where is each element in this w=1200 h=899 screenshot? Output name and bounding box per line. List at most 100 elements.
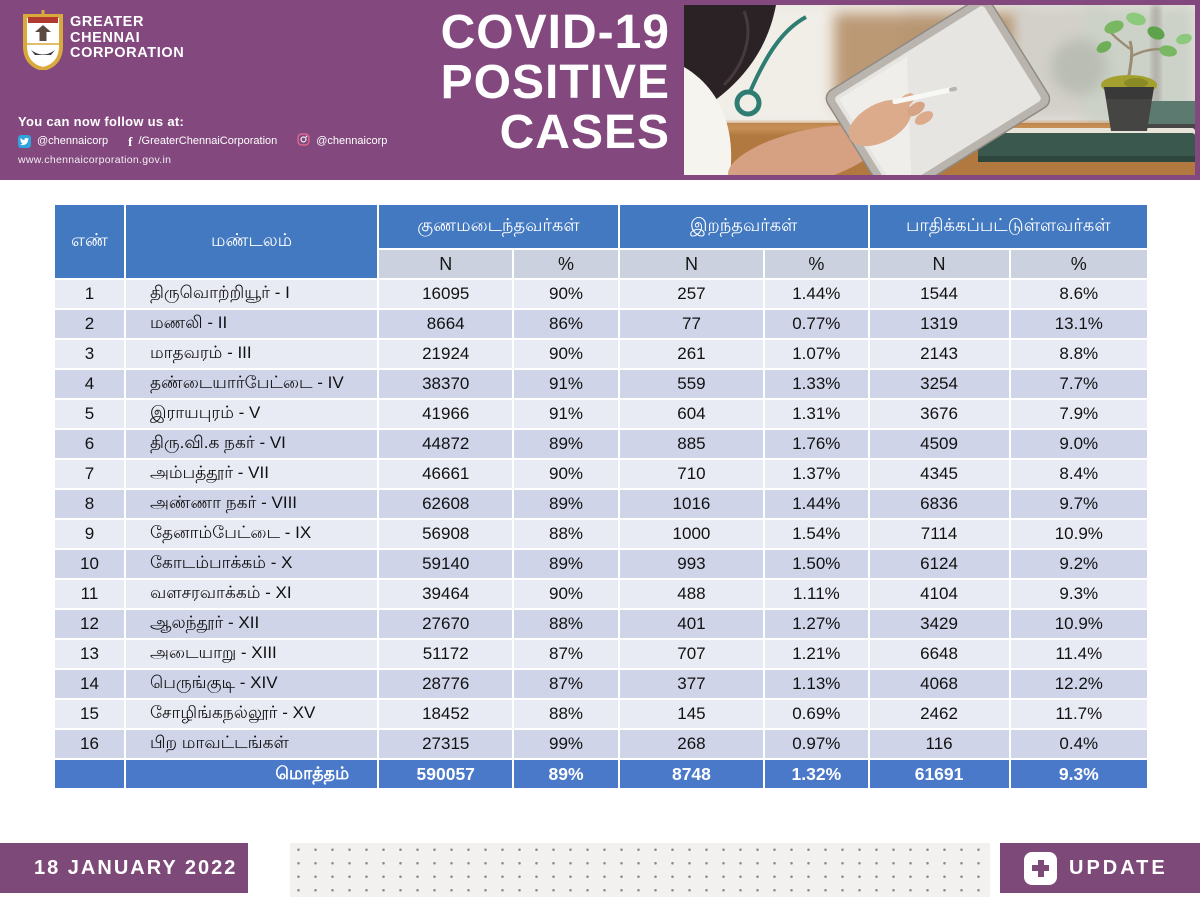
cell-deceased-n: 488 (619, 580, 764, 608)
follow-us-block: You can now follow us at: @chennaicorp f… (18, 114, 387, 166)
cell-affected-n: 1319 (869, 310, 1009, 338)
cell-affected-pct: 9.0% (1010, 430, 1147, 458)
cell-deceased-pct: 1.44% (765, 280, 868, 308)
header-banner: GREATER CHENNAI CORPORATION You can now … (0, 0, 1200, 180)
table-row: 15 சோழிங்கநல்லூர் - XV 18452 88% 145 0.69% 246… (55, 700, 1147, 728)
covid-cases-table: எண் மண்டலம் குணமடைந்தவர்கள் இறந்தவர்கள் … (53, 203, 1149, 790)
cell-recovered-pct: 87% (514, 670, 618, 698)
cell-affected-n: 4068 (869, 670, 1009, 698)
cell-deceased-pct: 1.13% (765, 670, 868, 698)
cell-deceased-pct: 1.44% (765, 490, 868, 518)
table-row: 4 தண்டையார்பேட்டை - IV 38370 91% 559 1.33% 325… (55, 370, 1147, 398)
cell-num: 13 (55, 640, 124, 668)
cell-affected-n: 6124 (869, 550, 1009, 578)
cell-deceased-n: 401 (619, 610, 764, 638)
page-title: COVID-19 POSITIVE CASES (360, 8, 670, 158)
subheader-recovered-pct: % (514, 250, 618, 278)
cell-zone: சோழிங்கநல்லூர் - XV (125, 700, 378, 728)
cell-zone: பிற மாவட்டங்கள் (125, 730, 378, 758)
cell-deceased-pct: 1.11% (765, 580, 868, 608)
cell-zone: தேனாம்பேட்டை - IX (125, 520, 378, 548)
table-row: 3 மாதவரம் - III 21924 90% 261 1.07% 2143 8.8% (55, 340, 1147, 368)
table-row: 10 கோடம்பாக்கம் - X 59140 89% 993 1.50% 6124 9.… (55, 550, 1147, 578)
cell-recovered-pct: 87% (514, 640, 618, 668)
table-row: 5 இராயபுரம் - V 41966 91% 604 1.31% 3676 7.9% (55, 400, 1147, 428)
cell-affected-n: 2143 (869, 340, 1009, 368)
cell-num: 7 (55, 460, 124, 488)
org-name-line: GREATER (70, 14, 145, 30)
cell-recovered-pct: 86% (514, 310, 618, 338)
cell-zone: பெருங்குடி - XIV (125, 670, 378, 698)
cell-deceased-n: 604 (619, 400, 764, 428)
cell-affected-n: 4345 (869, 460, 1009, 488)
table-row: 7 அம்பத்தூர் - VII 46661 90% 710 1.37% 4345 8.4… (55, 460, 1147, 488)
cell-num: 6 (55, 430, 124, 458)
instagram-icon (297, 133, 310, 149)
cell-num: 3 (55, 340, 124, 368)
cell-affected-pct: 7.7% (1010, 370, 1147, 398)
chennai-corporation-crest-logo (23, 10, 63, 70)
cell-deceased-n: 559 (619, 370, 764, 398)
total-affected-n: 61691 (869, 760, 1009, 788)
cell-affected-pct: 9.3% (1010, 580, 1147, 608)
cell-affected-pct: 10.9% (1010, 520, 1147, 548)
cell-zone: மணலி - II (125, 310, 378, 338)
cell-deceased-n: 710 (619, 460, 764, 488)
update-button[interactable]: UPDATE (1000, 843, 1200, 893)
cell-deceased-n: 261 (619, 340, 764, 368)
instagram-handle[interactable]: @chennaicorp (316, 135, 388, 147)
col-header-affected: பாதிக்கப்பட்டுள்ளவர்கள் (869, 205, 1147, 248)
doctor-tablet-photo (674, 0, 1200, 180)
col-header-number: எண் (55, 205, 124, 278)
cell-affected-pct: 7.9% (1010, 400, 1147, 428)
cell-num: 1 (55, 280, 124, 308)
total-row: மொத்தம் 590057 89% 8748 1.32% 61691 9.3% (55, 760, 1147, 788)
cell-deceased-pct: 1.33% (765, 370, 868, 398)
cell-affected-n: 3429 (869, 610, 1009, 638)
cell-num: 10 (55, 550, 124, 578)
col-header-recovered: குணமடைந்தவர்கள் (379, 205, 618, 248)
subheader-recovered-n: N (379, 250, 513, 278)
cell-affected-pct: 8.8% (1010, 340, 1147, 368)
cell-affected-pct: 8.4% (1010, 460, 1147, 488)
follow-us-heading: You can now follow us at: (18, 114, 185, 129)
cell-affected-n: 3676 (869, 400, 1009, 428)
cell-deceased-pct: 1.07% (765, 340, 868, 368)
cell-recovered-pct: 91% (514, 400, 618, 428)
subheader-deceased-pct: % (765, 250, 868, 278)
cell-deceased-n: 77 (619, 310, 764, 338)
cell-affected-pct: 9.2% (1010, 550, 1147, 578)
cell-affected-pct: 13.1% (1010, 310, 1147, 338)
date-bar: 18 JANUARY 2022 (0, 843, 248, 893)
facebook-handle[interactable]: /GreaterChennaiCorporation (138, 135, 278, 147)
cell-recovered-pct: 88% (514, 610, 618, 638)
cell-recovered-n: 44872 (379, 430, 513, 458)
cell-recovered-pct: 90% (514, 280, 618, 308)
page-title-line: CASES (499, 106, 670, 159)
cell-deceased-n: 1016 (619, 490, 764, 518)
cell-zone: வளசரவாக்கம் - XI (125, 580, 378, 608)
cell-recovered-n: 51172 (379, 640, 513, 668)
cell-num: 4 (55, 370, 124, 398)
table-row: 6 திரு.வி.க நகர் - VI 44872 89% 885 1.76% 4509… (55, 430, 1147, 458)
cell-num: 8 (55, 490, 124, 518)
cell-affected-n: 6648 (869, 640, 1009, 668)
cell-affected-pct: 11.4% (1010, 640, 1147, 668)
footer: 18 JANUARY 2022 UPDATE (0, 800, 1200, 899)
total-recovered-n: 590057 (379, 760, 513, 788)
cell-zone: மாதவரம் - III (125, 340, 378, 368)
cell-affected-n: 4509 (869, 430, 1009, 458)
total-affected-pct: 9.3% (1010, 760, 1147, 788)
cell-affected-n: 7114 (869, 520, 1009, 548)
cell-affected-pct: 10.9% (1010, 610, 1147, 638)
cell-deceased-n: 993 (619, 550, 764, 578)
cell-recovered-pct: 89% (514, 550, 618, 578)
twitter-handle[interactable]: @chennaicorp (37, 135, 109, 147)
org-name-line: CHENNAI (70, 29, 141, 46)
cell-num: 5 (55, 400, 124, 428)
cell-deceased-n: 377 (619, 670, 764, 698)
cell-zone: தண்டையார்பேட்டை - IV (125, 370, 378, 398)
cell-recovered-n: 21924 (379, 340, 513, 368)
website-url[interactable]: www.chennaicorporation.gov.in (18, 154, 172, 166)
